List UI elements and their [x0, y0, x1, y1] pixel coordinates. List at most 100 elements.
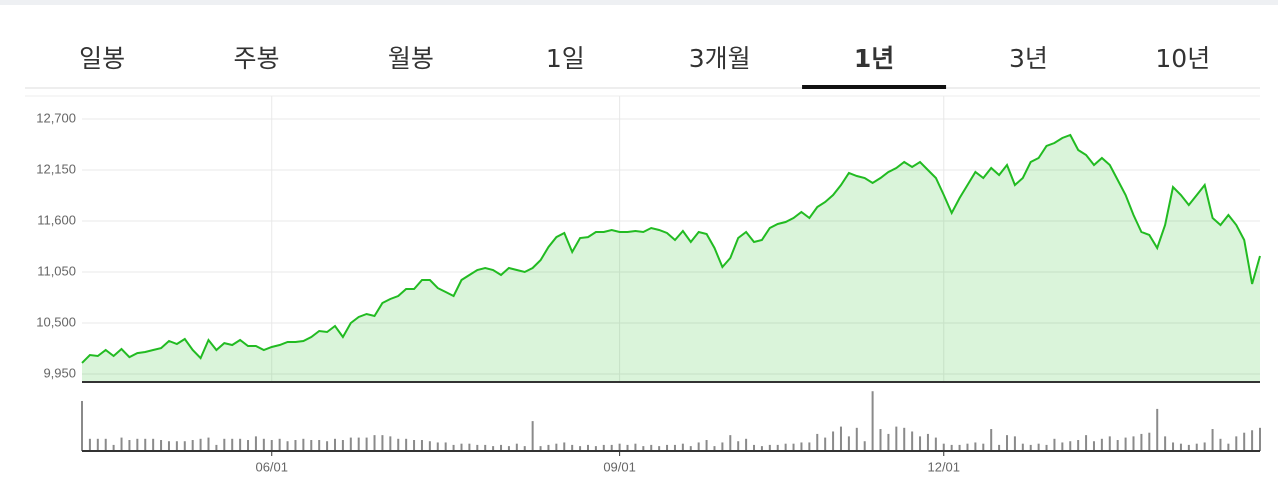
y-tick-label: 11,050 [37, 263, 76, 278]
volume-bar [1132, 436, 1135, 451]
volume-bar [1092, 441, 1095, 451]
volume-bar [112, 444, 115, 451]
volume-bar [1195, 443, 1198, 451]
volume-bar [128, 440, 131, 451]
volume-bar [1243, 432, 1246, 451]
tab[interactable]: 주봉 [234, 44, 280, 73]
price-line [81, 133, 1261, 364]
volume-bar [500, 444, 503, 451]
volume-bar [373, 435, 376, 451]
volume-bar [1061, 442, 1064, 451]
volume-bar [926, 433, 929, 451]
volume-bar [832, 431, 835, 451]
volume-bar [586, 444, 589, 451]
volume-bar [563, 442, 566, 451]
volume-bar [1037, 443, 1040, 451]
tab[interactable]: 1일 [546, 44, 585, 73]
volume-bar [681, 443, 684, 451]
volume-bar [634, 443, 637, 451]
volume-bar [239, 438, 242, 451]
volume-bar [1187, 444, 1190, 451]
volume-bar [104, 438, 107, 451]
volume-bar [1100, 438, 1103, 451]
volume-bar [507, 446, 510, 451]
volume-bar [974, 442, 977, 451]
volume-bar [887, 433, 890, 451]
active-tab-underline [802, 85, 947, 89]
volume-bar [942, 443, 945, 451]
volume-bar [310, 440, 313, 451]
volume-bar [958, 444, 961, 451]
volume-bar [934, 437, 937, 451]
volume-bar [420, 440, 423, 451]
tab[interactable]: 일봉 [79, 44, 125, 73]
volume-bar [1085, 435, 1088, 451]
volume-bar [1164, 436, 1167, 451]
volume-bar [397, 438, 400, 451]
volume-bar [721, 442, 724, 451]
volume-bar [594, 446, 597, 451]
volume-bar [460, 443, 463, 451]
volume-bar [1156, 408, 1159, 451]
volume-bar [1108, 436, 1111, 451]
volume-bar [294, 440, 297, 451]
volume-bar [1124, 437, 1127, 451]
volume-bar [610, 444, 613, 451]
volume-bar [286, 441, 289, 451]
tab[interactable]: 월봉 [388, 44, 434, 73]
volume-bar [270, 440, 273, 451]
tab[interactable]: 10년 [1155, 44, 1210, 73]
volume-bar [642, 446, 645, 451]
y-tick-label: 9,950 [43, 365, 76, 380]
volume-bar [673, 444, 676, 451]
volume-bar [1140, 433, 1143, 451]
volume-bar [1259, 427, 1261, 451]
tab[interactable]: 1년 [854, 44, 894, 73]
volume-bar [207, 437, 210, 451]
volume-bar [855, 427, 858, 451]
volume-bar [950, 444, 953, 451]
volume-bar [745, 438, 748, 451]
volume-bar [784, 443, 787, 451]
volume-bar [650, 444, 653, 451]
tab[interactable]: 3년 [1009, 44, 1048, 73]
volume-bar [492, 446, 495, 451]
volume-bar [381, 435, 384, 451]
y-tick-label: 12,150 [36, 161, 76, 176]
volume-bar [120, 437, 123, 451]
volume-bar [160, 440, 163, 451]
volume-bar [903, 427, 906, 451]
volume-bar [1116, 440, 1119, 451]
y-tick-label: 10,500 [36, 314, 76, 329]
volume-bar [919, 436, 922, 451]
volume-bar [349, 437, 352, 451]
volume-bar [247, 440, 250, 451]
volume-bar [539, 446, 542, 451]
volume-bar [1045, 444, 1048, 451]
volume-bar [199, 438, 202, 451]
volume-bar [436, 442, 439, 451]
volume-bar [895, 426, 898, 451]
volume-bar [365, 437, 368, 451]
volume-bar [468, 443, 471, 451]
volume-bar [1069, 441, 1072, 451]
volume-bar [326, 441, 329, 451]
price-area [82, 135, 1260, 382]
volume-bar [839, 426, 842, 451]
volume-bar [847, 436, 850, 451]
volume-bar [484, 444, 487, 451]
volume-bar [602, 444, 605, 451]
volume-bar [547, 444, 550, 451]
volume-bar [318, 440, 321, 451]
volume-bar [175, 441, 178, 451]
volume-bar [1219, 438, 1222, 451]
volume-bar [658, 446, 661, 451]
tab[interactable]: 3개월 [689, 44, 751, 73]
volume-bar [333, 438, 336, 451]
volume-bar [1006, 435, 1009, 451]
volume-bar [753, 444, 756, 451]
volume-bar [223, 438, 226, 451]
volume-bar [1251, 430, 1254, 451]
x-tick-label: 09/01 [603, 459, 636, 474]
